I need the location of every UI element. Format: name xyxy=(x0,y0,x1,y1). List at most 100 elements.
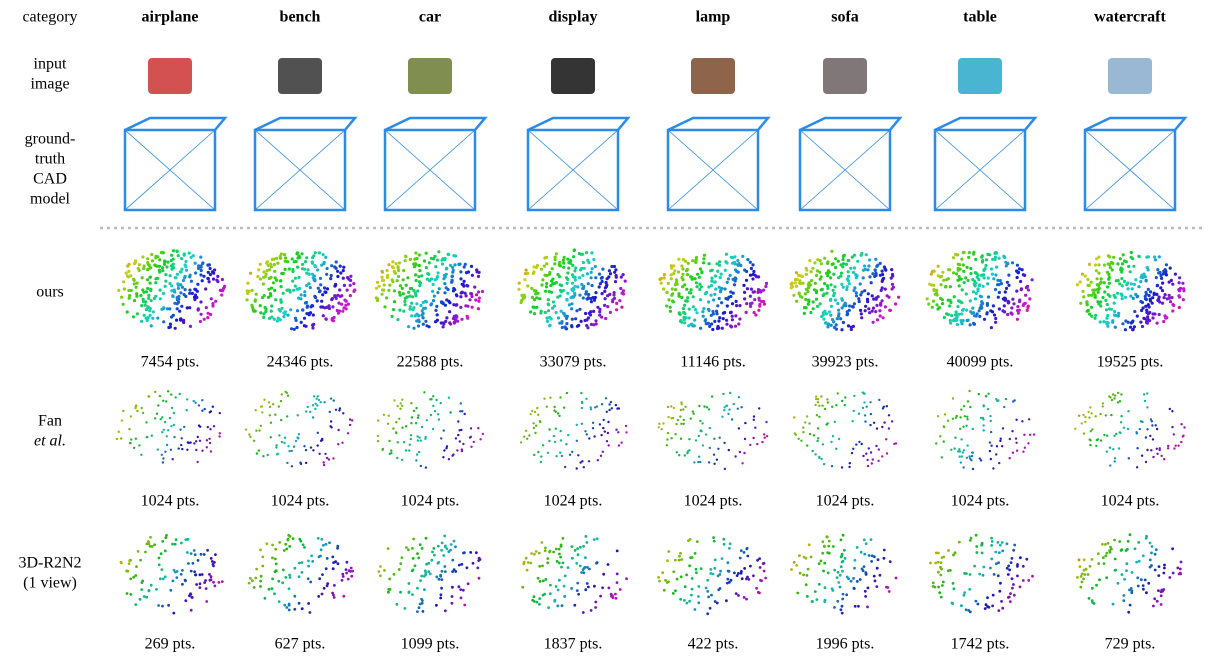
point xyxy=(989,419,992,423)
point xyxy=(182,253,186,257)
point xyxy=(669,273,673,277)
point xyxy=(837,312,841,316)
point xyxy=(459,588,463,591)
point xyxy=(1003,297,1008,301)
point xyxy=(955,414,958,418)
point xyxy=(1078,280,1082,284)
point xyxy=(140,304,144,308)
point xyxy=(713,274,718,278)
point xyxy=(864,595,867,598)
point xyxy=(289,327,294,331)
point xyxy=(149,266,153,270)
point xyxy=(459,277,463,281)
point xyxy=(196,559,200,562)
point xyxy=(125,274,129,278)
point xyxy=(995,453,998,456)
point xyxy=(718,275,722,280)
point xyxy=(1090,293,1094,297)
point xyxy=(1025,308,1029,312)
point xyxy=(562,584,566,588)
point xyxy=(165,265,169,269)
point xyxy=(827,310,832,314)
point xyxy=(726,561,730,565)
point xyxy=(387,288,391,292)
cad-wireframe xyxy=(666,116,771,212)
point xyxy=(881,272,885,277)
point xyxy=(117,430,121,433)
point xyxy=(421,307,426,311)
point xyxy=(265,269,269,273)
point xyxy=(710,395,714,398)
point xyxy=(883,287,887,291)
point xyxy=(845,285,849,289)
point xyxy=(944,284,948,289)
point xyxy=(697,460,700,464)
point xyxy=(334,408,338,411)
point xyxy=(1030,278,1034,282)
point xyxy=(1155,447,1159,450)
point xyxy=(986,276,990,280)
point xyxy=(1145,321,1149,325)
point xyxy=(589,276,593,280)
point xyxy=(840,297,844,301)
point xyxy=(694,439,698,442)
point xyxy=(964,292,968,296)
point xyxy=(857,299,861,304)
point xyxy=(203,581,207,584)
point xyxy=(577,592,580,596)
point xyxy=(315,299,319,303)
point xyxy=(325,456,329,460)
point xyxy=(332,457,335,460)
point xyxy=(734,299,738,303)
point xyxy=(255,452,259,455)
point xyxy=(134,437,137,440)
point xyxy=(864,542,868,546)
point xyxy=(454,437,458,440)
point xyxy=(278,309,282,313)
point xyxy=(1146,448,1149,452)
point xyxy=(717,319,721,323)
point xyxy=(205,439,209,442)
point-cloud xyxy=(657,536,767,616)
point xyxy=(999,437,1002,440)
point xyxy=(138,444,141,447)
point xyxy=(971,467,975,471)
point xyxy=(670,437,673,440)
point xyxy=(580,571,583,574)
point xyxy=(955,313,959,317)
point xyxy=(283,441,286,445)
point xyxy=(296,265,300,269)
point-count: 269 pts. xyxy=(145,636,196,653)
point xyxy=(161,577,165,581)
point xyxy=(992,467,995,470)
point xyxy=(858,578,862,581)
point xyxy=(703,319,707,323)
point xyxy=(667,298,671,302)
point xyxy=(1146,255,1150,259)
point xyxy=(866,268,870,272)
point xyxy=(1146,287,1150,291)
point xyxy=(418,436,421,439)
point xyxy=(407,548,410,552)
point xyxy=(160,453,163,456)
point xyxy=(754,313,758,317)
point xyxy=(704,586,708,590)
point xyxy=(532,270,536,274)
point xyxy=(345,560,349,564)
point xyxy=(474,293,479,297)
point xyxy=(274,298,278,302)
point xyxy=(612,291,616,295)
point xyxy=(959,277,963,281)
point xyxy=(440,569,444,573)
point xyxy=(405,295,409,299)
point xyxy=(1002,304,1006,308)
point xyxy=(477,296,481,300)
point xyxy=(582,571,586,575)
point xyxy=(853,558,857,562)
point xyxy=(148,307,152,311)
point xyxy=(414,273,418,277)
point xyxy=(1142,317,1147,321)
point xyxy=(863,401,866,404)
point xyxy=(1120,393,1123,396)
point xyxy=(321,437,324,441)
